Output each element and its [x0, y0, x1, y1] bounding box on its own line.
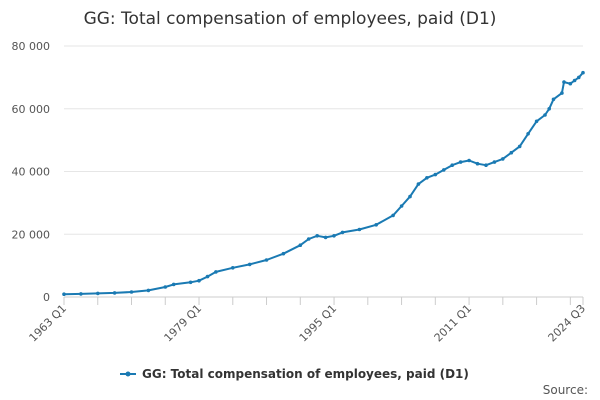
- data-point[interactable]: [374, 223, 379, 227]
- data-point[interactable]: [562, 80, 566, 84]
- legend[interactable]: GG: Total compensation of employees, pai…: [120, 367, 469, 381]
- data-point[interactable]: [458, 160, 463, 164]
- data-point[interactable]: [205, 274, 210, 279]
- legend-label: GG: Total compensation of employees, pai…: [142, 367, 469, 381]
- y-tick-label: 0: [43, 291, 50, 304]
- data-point[interactable]: [332, 234, 336, 238]
- data-point[interactable]: [581, 70, 585, 75]
- y-tick-label: 40 000: [12, 166, 51, 179]
- data-point[interactable]: [96, 291, 100, 296]
- y-tick-label: 60 000: [12, 103, 51, 116]
- data-point[interactable]: [281, 251, 286, 256]
- data-point[interactable]: [231, 266, 235, 270]
- legend-marker-icon: [125, 371, 131, 377]
- data-point[interactable]: [442, 168, 446, 172]
- x-tick-label: 1979 Q1: [162, 302, 205, 345]
- data-point[interactable]: [399, 204, 404, 208]
- data-point[interactable]: [475, 161, 480, 166]
- data-point[interactable]: [547, 107, 551, 111]
- y-tick-label: 80 000: [12, 40, 51, 53]
- data-point[interactable]: [112, 291, 117, 295]
- data-point[interactable]: [509, 150, 514, 155]
- data-point[interactable]: [214, 270, 218, 274]
- y-axis: 0 20 000 40 000 60 000 80 000: [12, 40, 51, 304]
- x-tick-label: 1963 Q1: [27, 302, 70, 345]
- x-tick-label: 2024 Q3: [546, 302, 589, 345]
- chart-title: GG: Total compensation of employees, pai…: [84, 9, 497, 29]
- data-point[interactable]: [306, 237, 311, 241]
- gridlines: [64, 45, 583, 298]
- data-point[interactable]: [391, 213, 395, 218]
- data-point[interactable]: [264, 258, 269, 262]
- data-point[interactable]: [425, 176, 429, 180]
- data-point[interactable]: [146, 288, 151, 293]
- data-point[interactable]: [492, 160, 497, 164]
- data-point[interactable]: [450, 163, 455, 167]
- data-point[interactable]: [298, 243, 303, 247]
- data-point[interactable]: [62, 292, 66, 297]
- data-point[interactable]: [171, 282, 176, 287]
- data-point[interactable]: [247, 262, 252, 267]
- data-point[interactable]: [315, 234, 320, 238]
- data-point[interactable]: [526, 132, 530, 136]
- data-point[interactable]: [433, 172, 438, 177]
- data-point[interactable]: [484, 163, 488, 167]
- data-point[interactable]: [357, 227, 362, 232]
- data-point[interactable]: [197, 278, 201, 283]
- data-point[interactable]: [572, 78, 577, 83]
- data-point[interactable]: [551, 97, 556, 102]
- data-point[interactable]: [129, 290, 134, 294]
- data-point[interactable]: [467, 158, 471, 163]
- data-point[interactable]: [323, 235, 328, 240]
- data-point[interactable]: [163, 285, 168, 289]
- data-point[interactable]: [543, 113, 547, 117]
- data-point[interactable]: [560, 91, 564, 95]
- data-point[interactable]: [517, 144, 522, 149]
- data-point[interactable]: [501, 157, 505, 161]
- data-point[interactable]: [416, 182, 421, 186]
- series-line-group[interactable]: [62, 70, 585, 297]
- data-point[interactable]: [408, 194, 412, 199]
- data-point[interactable]: [79, 292, 83, 296]
- data-point[interactable]: [568, 81, 573, 86]
- data-point[interactable]: [340, 230, 345, 235]
- y-tick-label: 20 000: [12, 228, 51, 241]
- series-line[interactable]: [63, 72, 584, 296]
- data-point[interactable]: [188, 280, 193, 285]
- x-tick-label: 1995 Q1: [297, 302, 340, 345]
- x-tick-label: 2011 Q1: [432, 302, 475, 345]
- x-axis: 1963 Q1 1979 Q1 1995 Q1 2011 Q1 2024 Q3: [27, 296, 589, 345]
- data-point[interactable]: [534, 119, 539, 124]
- data-point[interactable]: [577, 75, 581, 80]
- source-link[interactable]: Source:: [543, 383, 588, 397]
